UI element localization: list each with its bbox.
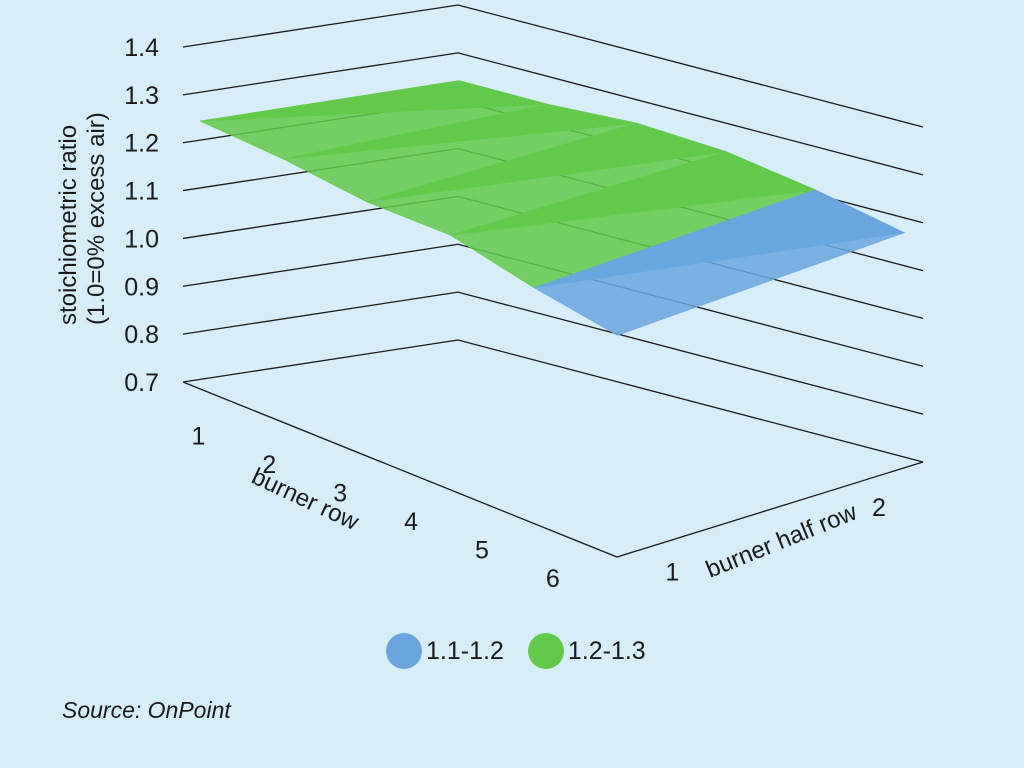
legend-item-1: 1.1-1.2 bbox=[386, 633, 504, 669]
legend-swatch-2 bbox=[527, 633, 564, 669]
y-axis-ticks: 12 bbox=[665, 494, 885, 586]
z-tick-1: 1.4 bbox=[124, 34, 159, 62]
x-tick-4: 4 bbox=[404, 508, 418, 536]
legend: 1.1-1.2 1.2-1.3 bbox=[386, 633, 670, 669]
gridline-2 bbox=[182, 52, 924, 176]
z-tick-3: 1.2 bbox=[124, 130, 159, 158]
y-tick-2: 2 bbox=[872, 494, 886, 522]
legend-label-1: 1.1-1.2 bbox=[426, 636, 504, 665]
z-tick-8: 0.7 bbox=[124, 369, 159, 397]
gridline-1 bbox=[182, 4, 924, 128]
y-tick-1: 1 bbox=[665, 558, 679, 586]
gridline-8 bbox=[182, 339, 924, 463]
x-axis-ticks: 1 2 3 4 5 6 bbox=[191, 422, 559, 593]
source-note: Source: OnPoint bbox=[62, 697, 231, 723]
z-tick-2: 1.3 bbox=[124, 82, 159, 110]
x-tick-5: 5 bbox=[475, 537, 489, 565]
x-tick-2: 2 bbox=[262, 451, 276, 479]
surface-patch-r5-t2 bbox=[533, 232, 905, 336]
legend-label-2: 1.2-1.3 bbox=[567, 636, 646, 665]
z-tick-7: 0.8 bbox=[124, 321, 159, 349]
legend-item-2: 1.2-1.3 bbox=[527, 633, 646, 669]
x-tick-1: 1 bbox=[191, 422, 205, 450]
x-tick-3: 3 bbox=[333, 479, 347, 507]
z-tick-6: 0.9 bbox=[124, 273, 159, 301]
gridline-6 bbox=[182, 243, 924, 367]
z-tick-4: 1.1 bbox=[124, 178, 159, 206]
chart-surface bbox=[199, 80, 906, 336]
y-axis-title: burner half row bbox=[702, 498, 861, 583]
floor-edges bbox=[182, 381, 924, 558]
x-tick-6: 6 bbox=[546, 565, 560, 593]
gridline-7 bbox=[182, 291, 924, 415]
legend-swatch-1 bbox=[386, 633, 422, 669]
z-axis-title: stoichiometric ratio (1.0=0% excess air) bbox=[55, 112, 110, 325]
z-tick-5: 1.0 bbox=[124, 225, 159, 253]
z-axis-ticks: 1.4 1.3 1.2 1.1 1.0 0.9 0.8 0.7 bbox=[124, 34, 159, 397]
